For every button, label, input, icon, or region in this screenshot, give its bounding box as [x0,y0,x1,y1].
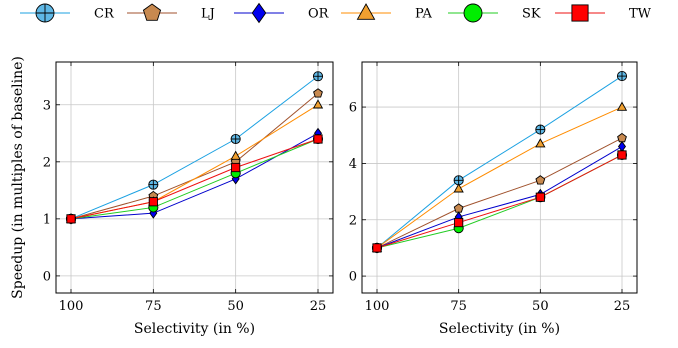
legend-marker-pa [356,3,376,20]
series-markers-cr [371,71,628,253]
series-line-sk [70,138,319,220]
series-line-lj [376,137,623,249]
data-point-tw [313,134,323,144]
series-markers-tw [66,134,323,224]
plot-frame [55,61,334,294]
plot-frame [361,61,638,294]
legend-marker-sk [463,3,483,23]
x-tick-label: 75 [450,299,467,314]
series-line-lj [70,92,319,220]
series-markers-pa [65,99,324,223]
legend-item-tw: TW [555,4,652,22]
legend-marker-or [251,2,267,24]
series-line-cr [70,75,319,220]
x-tick-label: 100 [59,299,84,314]
legend-item-pa: PA [341,3,433,22]
data-point-tw [148,197,158,207]
data-point-lj [453,203,464,213]
y-tick-label: 0 [349,270,357,285]
y-tick-label: 4 [349,157,357,172]
data-point-tw [66,214,76,224]
y-tick-label: 0 [43,269,51,284]
data-point-cr [616,71,628,82]
series-line-or [376,146,623,249]
legend-label: TW [629,7,652,22]
series-line-tw [70,138,319,220]
series-markers-pa [371,101,628,252]
legend-item-lj: LJ [127,3,215,22]
y-tick-label: 1 [43,212,51,227]
data-point-pa [230,150,241,160]
data-point-cr [230,133,241,145]
data-point-or [617,140,627,153]
y-tick-label: 6 [349,101,357,116]
y-tick-label: 3 [43,98,51,113]
legend-label: OR [308,7,330,22]
data-point-pa [616,101,628,111]
data-point-lj [535,175,546,185]
data-point-pa [453,183,464,193]
x-tick-label: 50 [227,299,244,314]
series-line-tw [376,154,623,249]
legend-marker-tw [571,4,589,22]
y-tick-label: 2 [349,213,357,228]
x-tick-label: 75 [145,299,162,314]
legend-label: LJ [201,7,215,22]
chart-panel-left: 0 1 2 3 100 75 50 25 Selectivity (in %) Speedup (… [10,56,334,337]
data-point-lj [313,88,323,98]
data-point-cr [148,179,159,190]
data-point-cr [312,71,324,82]
data-point-pa [312,99,324,109]
legend-item-sk: SK [448,3,541,23]
x-axis-label: Selectivity (in %) [439,321,560,337]
legend-item-cr: CR [20,3,115,23]
data-point-tw [617,150,627,160]
x-tick-label: 25 [310,299,327,314]
legend: CR LJ OR PA SK TW [20,2,652,24]
data-point-tw [372,243,382,253]
y-axis-label: Speedup (in multiples of baseline) [10,56,26,299]
series-markers-tw [372,150,627,253]
legend-label: CR [94,7,115,22]
data-point-cr [535,124,546,135]
series-markers-cr [65,71,324,224]
data-point-lj [617,132,627,143]
data-point-tw [231,162,241,173]
legend-item-or: OR [234,2,330,24]
series-markers-or [372,140,627,254]
series-line-or [70,132,319,220]
series-line-pa [376,106,623,249]
legend-marker-cr [35,3,55,23]
series-markers-lj [372,132,627,253]
x-axis-label: Selectivity (in %) [134,321,255,337]
x-tick-label: 25 [614,299,631,314]
y-tick-label: 2 [43,155,51,170]
data-point-tw [454,217,464,228]
legend-label: SK [522,7,541,22]
legend-marker-lj [142,3,162,21]
x-tick-label: 100 [365,299,390,314]
data-point-pa [535,138,546,148]
series-markers-lj [66,88,323,224]
data-point-tw [535,192,545,202]
x-tick-label: 50 [532,299,549,314]
legend-label: PA [415,7,433,22]
series-line-cr [376,75,623,249]
chart-panel-right: 0 2 4 6 100 75 50 25 Selectivity (in %) [349,61,638,337]
